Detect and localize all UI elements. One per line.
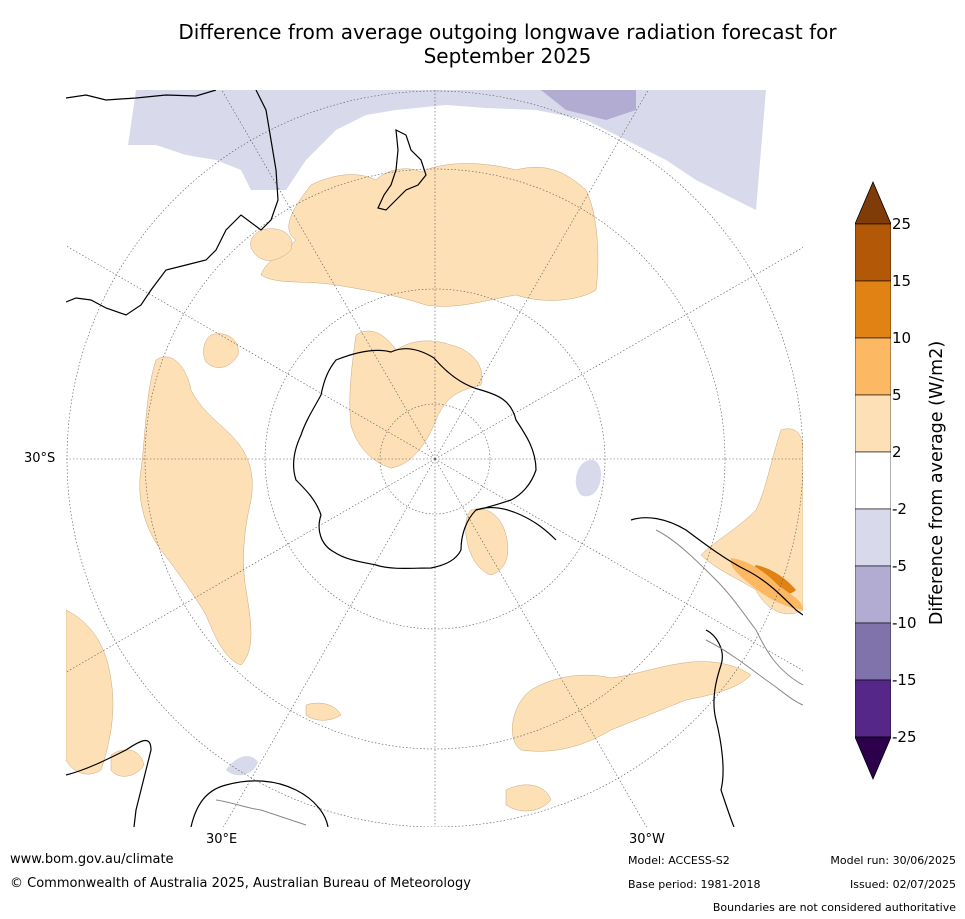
colorbar-tick-label: -15 — [892, 671, 917, 689]
colorbar-band-6 — [855, 565, 891, 624]
footer-base-period: Base period: 1981-2018 — [628, 878, 761, 891]
colorbar-under-triangle — [855, 736, 891, 781]
footer-issued: Issued: 02/07/2025 — [849, 878, 956, 891]
antarctica-coastline — [292, 348, 537, 569]
negative-anomaly-region-north-dark — [541, 90, 636, 120]
longitude-label-30e: 30°E — [206, 832, 238, 847]
colorbar-tick-label: 15 — [892, 272, 912, 290]
south-america-coastline — [630, 517, 803, 827]
positive-anomaly-region-pacific-west — [250, 228, 293, 261]
colorbar-band-8 — [855, 679, 891, 738]
positive-anomaly-region-indian-north — [203, 333, 239, 368]
colorbar-band-1 — [855, 280, 891, 339]
positive-anomaly-region-atlantic-mid — [753, 565, 796, 594]
colorbar-band-7 — [855, 622, 891, 681]
australia-coastline — [66, 90, 279, 316]
national-boundaries — [215, 529, 803, 826]
positive-anomaly-region-antarctic — [349, 330, 483, 469]
positive-anomaly-region-south-atlantic-2 — [505, 784, 552, 812]
colorbar-tick-label: -25 — [892, 728, 917, 746]
antarctic-peninsula-coastline — [475, 506, 557, 541]
graticule — [66, 90, 803, 827]
negative-anomaly-region-south — [226, 756, 258, 776]
negative-anomaly-island — [575, 459, 601, 497]
olr-anomaly-map — [66, 90, 803, 827]
colorbar-band-5 — [855, 508, 891, 567]
title-line-1: Difference from average outgoing longwav… — [178, 20, 837, 44]
longitude-label-30w: 30°W — [629, 832, 665, 847]
colorbar-title: Difference from average (W/m2) — [927, 340, 947, 626]
colorbar — [855, 180, 891, 781]
footer-url[interactable]: www.bom.gov.au/climate — [10, 852, 174, 867]
positive-anomaly-region-south-west — [305, 702, 342, 721]
colorbar-band-0 — [855, 223, 891, 282]
title-line-2: September 2025 — [423, 44, 592, 68]
colorbar-over-triangle — [855, 180, 891, 225]
positive-anomaly-region-pacific — [260, 163, 599, 307]
colorbar-tick-label: -10 — [892, 614, 917, 632]
positive-anomaly-region-west-edge — [66, 609, 114, 775]
colorbar-band-2 — [855, 337, 891, 396]
latitude-label-30s: 30°S — [24, 451, 56, 466]
footer-model-run: Model run: 30/06/2025 — [830, 854, 956, 867]
footer-model: Model: ACCESS-S2 — [628, 854, 730, 867]
colorbar-tick-label: 5 — [892, 386, 902, 404]
footer-copyright: © Commonwealth of Australia 2025, Austra… — [10, 876, 471, 891]
colorbar-tick-label: 2 — [892, 443, 902, 461]
colorbar-tick-label: 10 — [892, 329, 912, 347]
colorbar-band-3 — [855, 394, 891, 453]
positive-anomaly-region-south-atlantic — [512, 661, 752, 752]
colorbar-band-4 — [855, 451, 891, 510]
coastlines — [66, 90, 803, 827]
new-zealand-coastline — [377, 128, 427, 211]
map-title: Difference from average outgoing longwav… — [100, 20, 915, 68]
colorbar-tick-label: -2 — [892, 500, 907, 518]
colorbar-tick-label: -5 — [892, 557, 907, 575]
positive-anomaly-region-indian — [139, 356, 253, 666]
footer-disclaimer: Boundaries are not considered authoritat… — [712, 901, 956, 914]
africa-coastline — [66, 740, 329, 827]
colorbar-tick-label: 25 — [892, 215, 912, 233]
negative-anomaly-region-north — [128, 90, 766, 210]
